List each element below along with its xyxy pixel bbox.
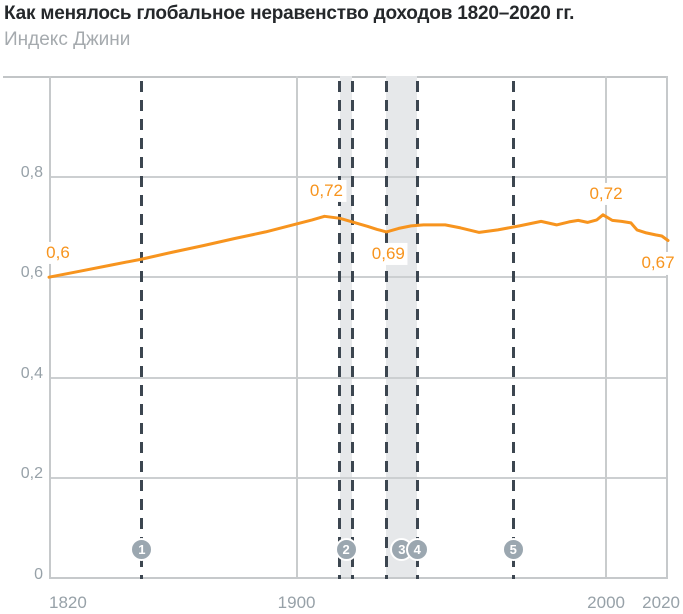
gridline-y-0,8 bbox=[49, 175, 668, 178]
event-marker-1: 1 bbox=[130, 538, 154, 561]
y-axis-label-0,2: 0,2 bbox=[20, 465, 43, 483]
value-label-0,72: 0,72 bbox=[306, 180, 346, 203]
plot-border-left bbox=[49, 76, 51, 579]
x-axis-label-1900: 1900 bbox=[277, 593, 316, 612]
y-axis-label-0,8: 0,8 bbox=[20, 163, 43, 181]
y-axis-label-0,4: 0,4 bbox=[20, 364, 43, 382]
x-axis-line bbox=[49, 577, 668, 579]
plot-area: 0,6 0,72 0,69 0,72 0,67 1 2 3 4 5 0 0,2 0,4 0,6 0,8 182… bbox=[21, 76, 680, 612]
highlight-band-2 bbox=[386, 76, 418, 579]
event-dashed-line-1929 bbox=[384, 76, 388, 579]
gridline-x-2000 bbox=[605, 76, 608, 579]
x-axis-label-2000: 2000 bbox=[587, 593, 626, 612]
x-axis-label-2020: 2020 bbox=[642, 593, 680, 612]
value-label-0,69: 0,69 bbox=[368, 242, 408, 265]
value-label-0,6: 0,6 bbox=[43, 242, 73, 265]
event-marker-2: 2 bbox=[334, 538, 358, 561]
x-axis-label-1820: 1820 bbox=[49, 593, 87, 612]
event-marker-4: 4 bbox=[405, 538, 429, 561]
event-dashed-line-1850 bbox=[140, 76, 144, 579]
y-axis-label-0,6: 0,6 bbox=[20, 264, 43, 282]
gridline-y-0,6 bbox=[49, 276, 668, 279]
chart-subtitle: Индекс Джини bbox=[4, 29, 131, 50]
gridline-x-1900 bbox=[295, 76, 298, 579]
y-axis-label-0: 0 bbox=[34, 566, 43, 583]
gridline-y-0,2 bbox=[49, 477, 668, 480]
event-dashed-line-1939 bbox=[415, 76, 419, 579]
header-divider bbox=[3, 76, 668, 78]
chart-title: Как менялось глобальное неравенство дохо… bbox=[4, 3, 575, 24]
value-label-0,67: 0,67 bbox=[638, 252, 678, 275]
event-marker-5: 5 bbox=[501, 538, 525, 561]
event-dashed-line-1918 bbox=[350, 76, 354, 579]
event-dashed-line-1970 bbox=[511, 76, 515, 579]
event-dashed-line-1914 bbox=[338, 76, 342, 579]
value-label-0,72: 0,72 bbox=[586, 182, 626, 205]
plot-border-right bbox=[666, 76, 668, 579]
gini-line-series bbox=[47, 213, 670, 279]
gridline-y-0,4 bbox=[49, 376, 668, 379]
